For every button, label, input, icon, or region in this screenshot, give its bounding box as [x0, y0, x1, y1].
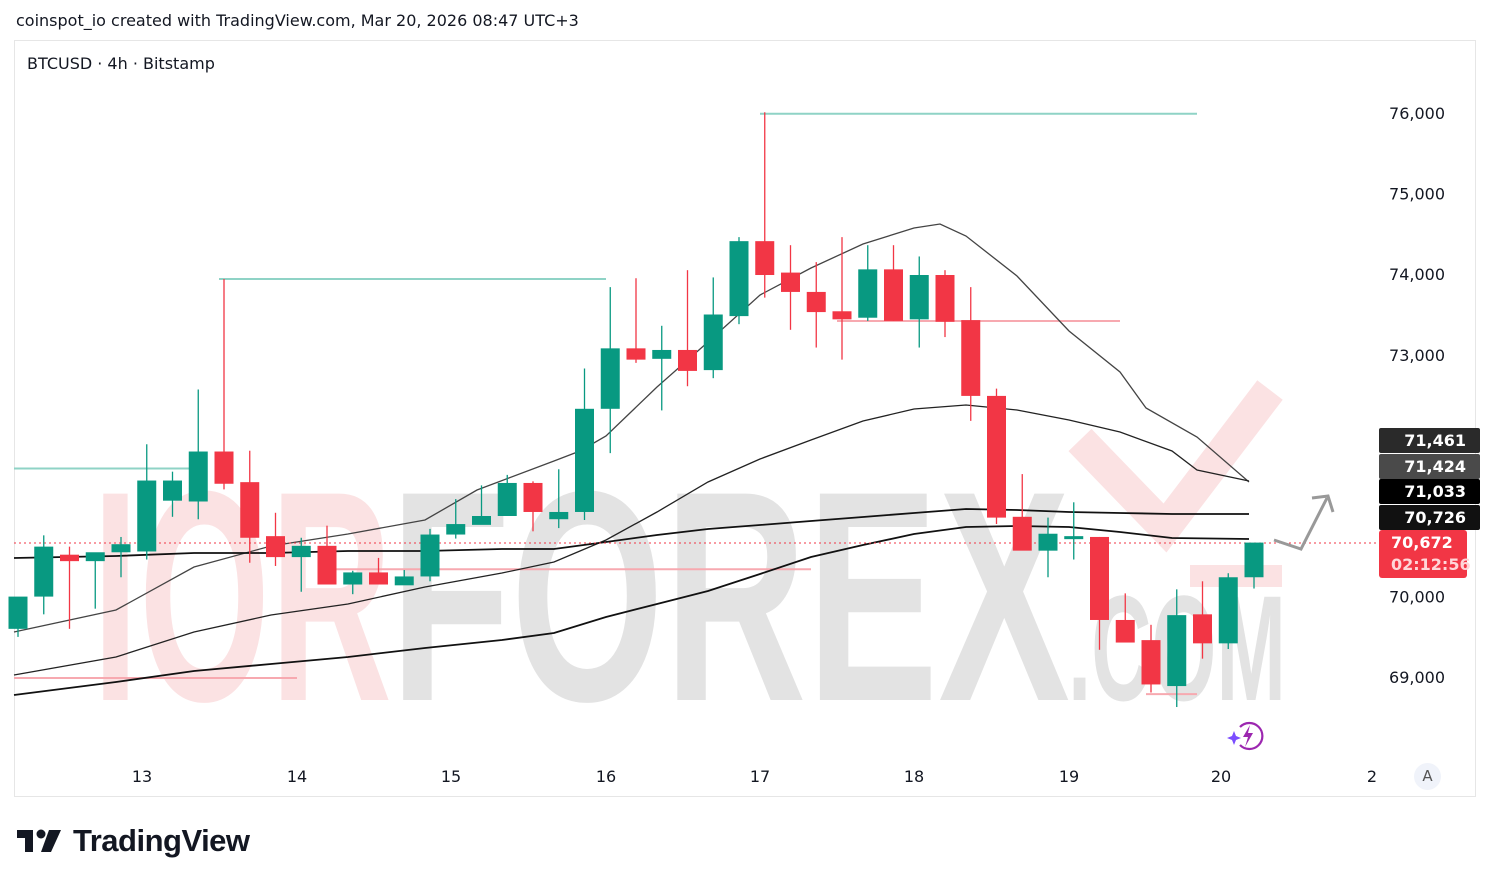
candle[interactable]: [987, 388, 1006, 525]
candle[interactable]: [446, 499, 466, 539]
candle[interactable]: [394, 570, 414, 586]
candle[interactable]: [291, 537, 311, 592]
current-price-value: 70,672: [1391, 533, 1453, 552]
candle[interactable]: [60, 546, 79, 629]
time-tick-label: 19: [1059, 767, 1079, 786]
time-tick-label: 17: [750, 767, 770, 786]
price-tick-label: 70,000: [1389, 588, 1445, 607]
candle[interactable]: [8, 596, 28, 637]
candle[interactable]: [34, 535, 54, 615]
chart-caption: coinspot_io created with TradingView.com…: [16, 11, 579, 30]
candle[interactable]: [909, 256, 929, 348]
auto-scale-button[interactable]: A: [1414, 763, 1441, 790]
svg-text:IOR: IOR: [92, 428, 392, 764]
candle[interactable]: [137, 444, 157, 560]
svg-text:FOREX: FOREX: [390, 428, 1071, 764]
candle[interactable]: [1244, 542, 1264, 589]
price-tick-label: 69,000: [1389, 668, 1445, 687]
candle[interactable]: [472, 485, 491, 525]
candle[interactable]: [832, 237, 852, 360]
candles[interactable]: [8, 112, 1264, 708]
candle[interactable]: [781, 245, 800, 330]
candle[interactable]: [1115, 593, 1135, 643]
candle[interactable]: [1064, 502, 1084, 560]
time-tick-label: 16: [596, 767, 616, 786]
candle[interactable]: [420, 528, 440, 582]
candle[interactable]: [523, 481, 543, 532]
candle[interactable]: [343, 570, 363, 595]
candle[interactable]: [214, 279, 234, 490]
time-tick-label: 20: [1211, 767, 1231, 786]
candle[interactable]: [369, 557, 388, 585]
candle[interactable]: [111, 536, 131, 578]
candle[interactable]: [703, 277, 723, 379]
candle[interactable]: [1167, 589, 1187, 708]
candle[interactable]: [652, 325, 672, 411]
candle[interactable]: [729, 237, 749, 325]
price-tick-label: 76,000: [1389, 104, 1445, 123]
time-axis[interactable]: 13 14 15 16 17 18 19 20 2: [132, 767, 1377, 786]
price-axis[interactable]: 76,000 75,000 74,000 73,000 70,000 69,000: [1389, 104, 1445, 687]
price-tick-label: 73,000: [1389, 346, 1445, 365]
tradingview-logo[interactable]: TradingView: [17, 823, 250, 859]
candle[interactable]: [1141, 624, 1161, 693]
candle[interactable]: [1193, 581, 1212, 659]
candle[interactable]: [678, 270, 697, 387]
candle[interactable]: [240, 450, 260, 563]
candle[interactable]: [85, 552, 105, 609]
candle[interactable]: [858, 245, 878, 321]
candle[interactable]: [497, 474, 517, 516]
price-tick-label: 74,000: [1389, 265, 1445, 284]
time-tick-label: 2: [1367, 767, 1377, 786]
candle[interactable]: [188, 389, 208, 520]
symbol-info: BTCUSD · 4h · Bitstamp: [27, 54, 215, 73]
time-tick-label: 13: [132, 767, 152, 786]
candle[interactable]: [626, 278, 646, 363]
candle[interactable]: [1038, 517, 1058, 578]
time-tick-label: 14: [287, 767, 307, 786]
ma-value-tag-1: 71,461: [1379, 428, 1480, 453]
time-tick-label: 15: [441, 767, 461, 786]
tradingview-brand: TradingView: [73, 823, 250, 858]
candle[interactable]: [961, 287, 981, 421]
price-tick-label: 75,000: [1389, 185, 1445, 204]
candle[interactable]: [600, 287, 620, 454]
ma-value-tag-3: 71,033: [1379, 479, 1480, 504]
ma-value-tag-2: 71,424: [1379, 454, 1480, 479]
candle[interactable]: [806, 262, 826, 348]
candle[interactable]: [549, 469, 569, 529]
candle[interactable]: [1090, 536, 1109, 650]
bar-countdown: 02:12:56: [1391, 555, 1471, 574]
candle[interactable]: [1012, 474, 1032, 551]
current-price-tag: 70,672 02:12:56: [1379, 530, 1471, 578]
candle[interactable]: [163, 471, 182, 517]
candle[interactable]: [935, 270, 955, 338]
candle[interactable]: [266, 512, 285, 566]
ma-value-tag-4: 70,726: [1379, 505, 1480, 530]
candle[interactable]: [575, 368, 594, 521]
lightning-sparkle-icon[interactable]: [1226, 719, 1268, 757]
tradingview-logo-icon: [17, 829, 61, 852]
projection-arrow-icon: [1273, 494, 1335, 551]
candle[interactable]: [1218, 573, 1238, 649]
candle[interactable]: [755, 112, 775, 298]
time-tick-label: 18: [904, 767, 924, 786]
candle[interactable]: [317, 525, 337, 585]
candle[interactable]: [884, 245, 903, 321]
